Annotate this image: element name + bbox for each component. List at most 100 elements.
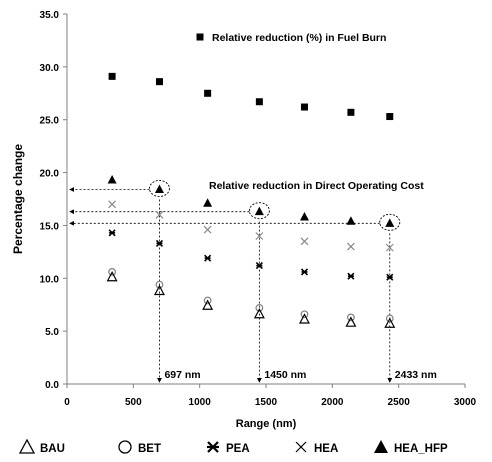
point — [203, 296, 212, 305]
x-stroke — [300, 237, 309, 246]
x-stroke — [203, 225, 212, 234]
point — [345, 316, 357, 327]
series-hea-hfp — [107, 174, 395, 227]
legend-item-bet: BET — [118, 440, 161, 455]
point — [300, 268, 309, 276]
x-stroke — [155, 210, 164, 219]
fuel-burn-label: Relative reduction (%) in Fuel Burn — [212, 32, 386, 44]
x-tick-label: 1000 — [189, 397, 212, 408]
legend-label: PEA — [226, 443, 250, 455]
legend-label: BET — [138, 443, 161, 455]
y-axis-title: Percentage change — [11, 144, 25, 254]
range-label-2: 2433 nm — [395, 369, 437, 381]
guide-lines — [69, 180, 401, 383]
point — [346, 242, 355, 251]
point — [107, 174, 117, 184]
series-pea — [108, 229, 394, 281]
x-stroke — [108, 200, 117, 209]
annotations: 697 nm 1450 nm 2433 nm Relative reduction (… — [164, 32, 436, 381]
point — [385, 243, 394, 252]
legend-marker-bet — [118, 440, 132, 454]
point — [299, 211, 309, 221]
highlight-ellipse-0 — [149, 180, 170, 197]
series-bet — [108, 268, 394, 323]
legend-marker-bau — [18, 438, 36, 454]
highlight-ellipse-2 — [379, 213, 401, 231]
y-tick-label: 30.0 — [40, 63, 60, 74]
point — [154, 184, 164, 193]
point — [153, 284, 165, 296]
point — [347, 272, 355, 280]
point — [202, 299, 214, 310]
point — [346, 216, 356, 225]
range-label-1: 1450 nm — [264, 369, 306, 381]
highlight-ellipse-1 — [248, 202, 270, 220]
point — [255, 98, 263, 106]
y-tick-label: 25.0 — [40, 116, 60, 127]
series-bau — [106, 270, 396, 328]
point — [386, 113, 394, 121]
point — [108, 229, 116, 237]
data-points — [106, 72, 396, 328]
x-stroke — [255, 232, 264, 240]
legend-label: HEA — [314, 443, 338, 455]
legend: BAU BET PEA HEA HEA_HFP — [18, 438, 448, 455]
series-relative-reduction-in-fuel-burn — [108, 72, 394, 121]
y-tick-label: 10.0 — [40, 274, 60, 285]
y-tick-label: 35.0 — [40, 10, 60, 21]
point — [155, 280, 164, 289]
point — [386, 273, 394, 281]
point — [298, 313, 310, 324]
point — [106, 270, 118, 282]
x-tick-label: 3000 — [454, 397, 477, 408]
point — [300, 310, 309, 319]
fuel-burn-marker — [196, 33, 204, 41]
doc-label: Relative reduction in Direct Operating C… — [209, 180, 424, 192]
x-tick-label: 500 — [125, 397, 142, 408]
legend-item-hea_hfp: HEA_HFP — [374, 440, 448, 455]
point — [255, 232, 264, 240]
point — [204, 254, 212, 262]
legend-marker-hea — [295, 441, 307, 453]
x-tick-label: 2500 — [388, 397, 411, 408]
point — [384, 317, 396, 328]
x-tick-label: 1500 — [255, 397, 278, 408]
point — [300, 103, 308, 111]
legend-item-hea: HEA — [295, 441, 338, 455]
y-tick-label: 20.0 — [40, 169, 60, 180]
x-axis-title: Range (nm) — [236, 418, 297, 430]
point — [385, 314, 394, 323]
y-tick-label: 5.0 — [45, 327, 59, 338]
point — [203, 225, 212, 234]
point — [155, 210, 164, 219]
x-tick-label: 2000 — [321, 397, 344, 408]
point — [204, 89, 212, 97]
point — [255, 262, 263, 270]
legend-marker-hea-hfp — [374, 440, 388, 453]
x-stroke — [346, 242, 355, 251]
point — [155, 239, 164, 247]
point — [108, 200, 117, 209]
point — [254, 206, 264, 216]
point — [108, 268, 117, 276]
point — [253, 307, 265, 319]
point — [347, 108, 355, 116]
point — [347, 313, 355, 322]
legend-item-pea: PEA — [207, 441, 250, 455]
point — [155, 78, 163, 86]
range-label-0: 697 nm — [164, 369, 200, 381]
axes: 0.0 5.0 10.0 15.0 20.0 25.0 30.0 35.0 0 500 1000 15… — [11, 10, 477, 430]
y-tick-label: 0.0 — [45, 380, 59, 391]
y-tick-label: 15.0 — [40, 221, 60, 232]
legend-item-bau: BAU — [18, 438, 65, 455]
point — [108, 72, 116, 80]
point — [385, 218, 395, 227]
point — [255, 303, 264, 312]
point — [300, 237, 309, 246]
legend-label: BAU — [40, 443, 65, 455]
point — [203, 198, 213, 207]
x-stroke — [385, 243, 394, 252]
x-tick-label: 0 — [64, 397, 70, 408]
legend-label: HEA_HFP — [394, 443, 448, 455]
